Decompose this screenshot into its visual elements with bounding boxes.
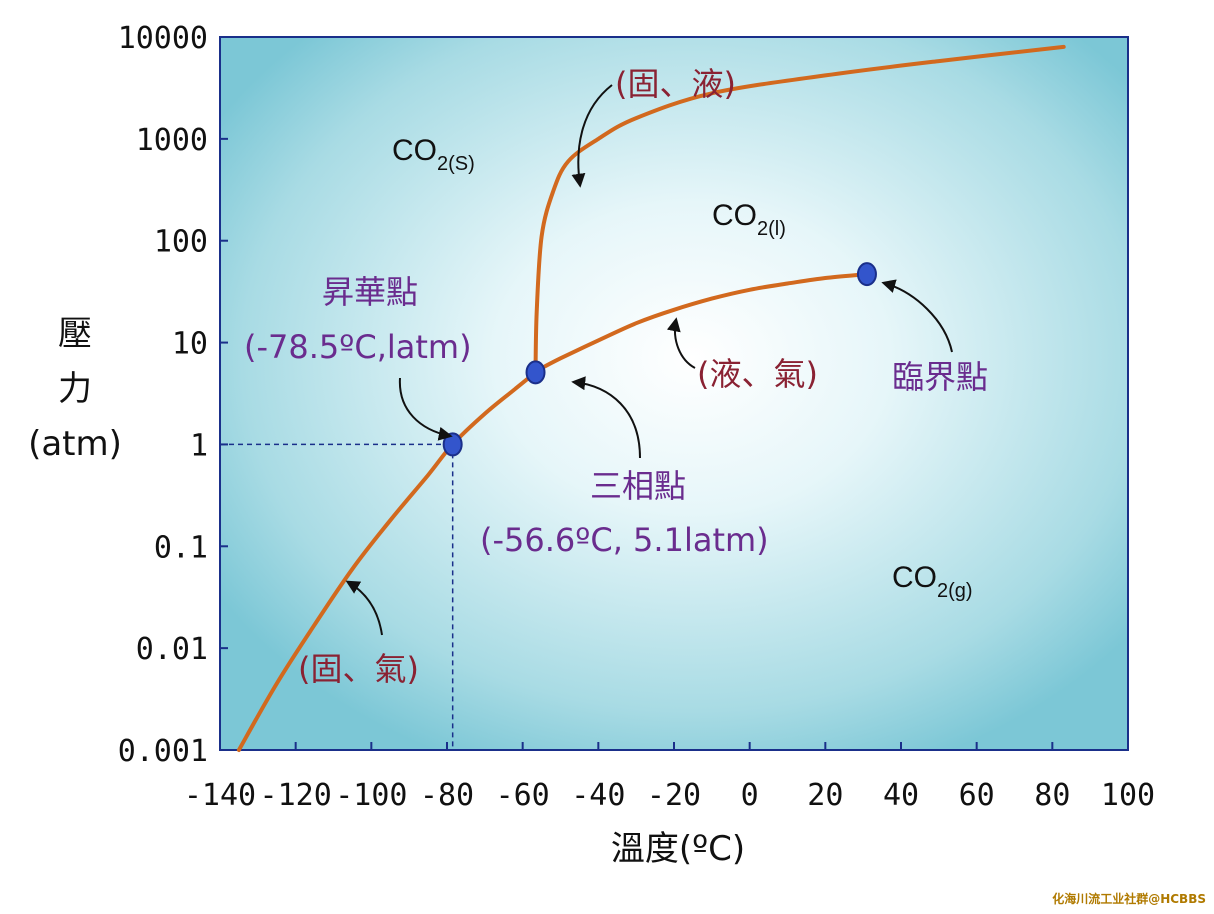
x-tick-label: 40 — [883, 778, 919, 813]
critical-point-title: 臨界點 — [892, 358, 988, 396]
phase-label-gas: CO2(g) — [892, 561, 973, 602]
x-tick-label: 100 — [1101, 778, 1155, 813]
arrow-sublimation-point — [398, 377, 453, 441]
arrow-critical-point — [881, 279, 953, 353]
y-tick-label: 1000 — [136, 123, 208, 158]
y-tick-label: 10000 — [118, 21, 208, 56]
arrow-triple-point — [571, 376, 641, 459]
triple-point-title: 三相點 — [590, 467, 686, 505]
x-axis-ticks: -140 -120 -100 -80 -60 -40 -20 0 20 40 60 80 100 — [184, 742, 1155, 813]
sublimation-point-marker — [442, 432, 463, 457]
watermark: 化海川流工业社群@HCBBS — [1052, 891, 1206, 906]
x-tick-label: 0 — [741, 778, 759, 813]
x-tick-label: -40 — [571, 778, 625, 813]
phase-label-solid: CO2(S) — [392, 134, 475, 175]
triple-point-coords: (-56.6ºC, 5.1latm) — [480, 521, 769, 559]
y-tick-label: 0.1 — [154, 530, 208, 565]
x-tick-label: -80 — [420, 778, 474, 813]
x-tick-label: -60 — [496, 778, 550, 813]
y-axis-title-line-1: 壓 — [58, 314, 92, 354]
y-axis-title-line-2: 力 — [58, 369, 92, 409]
x-tick-label: -20 — [647, 778, 701, 813]
arrow-liquid-gas — [666, 317, 696, 369]
y-tick-label: 0.01 — [136, 632, 208, 667]
label-solid-liquid: (固、液) — [615, 65, 736, 103]
annotation-arrows — [345, 84, 953, 636]
phase-boundary-curves — [236, 44, 1066, 752]
y-tick-label: 1 — [190, 428, 208, 463]
y-tick-label: 10 — [172, 327, 208, 362]
sublimation-curve — [236, 370, 538, 752]
x-tick-label: -100 — [335, 778, 407, 813]
label-solid-gas: (固、氣) — [298, 650, 419, 688]
melting-curve — [533, 44, 1066, 375]
triple-point-marker — [525, 360, 546, 385]
plot-area — [219, 36, 1129, 751]
phase-label-liquid: CO2(l) — [712, 199, 786, 240]
special-points — [442, 262, 877, 457]
x-tick-label: 20 — [807, 778, 843, 813]
critical-point-marker — [856, 262, 877, 287]
y-tick-label: 0.001 — [118, 734, 208, 769]
y-axis-ticks: 10000 1000 100 10 1 0.1 0.01 0.001 — [118, 21, 228, 769]
y-axis-title-line-3: (atm) — [28, 424, 122, 464]
sublimation-point-title: 昇華點 — [322, 273, 418, 311]
sublimation-point-coords: (-78.5ºC,latm) — [244, 328, 472, 366]
x-tick-label: -140 — [184, 778, 256, 813]
y-tick-label: 100 — [154, 225, 208, 260]
arrow-solid-liquid — [571, 84, 613, 188]
x-tick-label: 60 — [959, 778, 995, 813]
x-tick-label: -120 — [260, 778, 332, 813]
x-tick-label: 80 — [1034, 778, 1070, 813]
x-axis-title: 溫度(ºC) — [611, 829, 745, 869]
label-liquid-gas: (液、氣) — [697, 355, 818, 393]
arrow-solid-gas — [345, 580, 383, 636]
vaporization-curve — [533, 272, 869, 375]
